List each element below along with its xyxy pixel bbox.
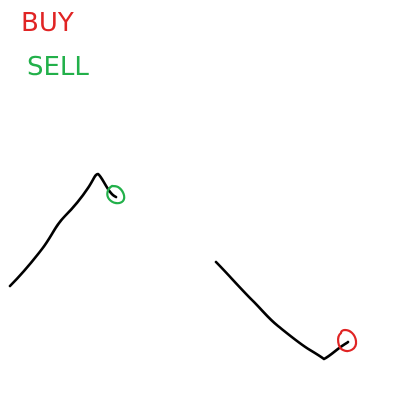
buy-marker-icon bbox=[338, 330, 356, 351]
downtrend-line bbox=[216, 262, 348, 359]
sell-marker-icon bbox=[107, 186, 124, 203]
uptrend-line bbox=[10, 174, 116, 286]
